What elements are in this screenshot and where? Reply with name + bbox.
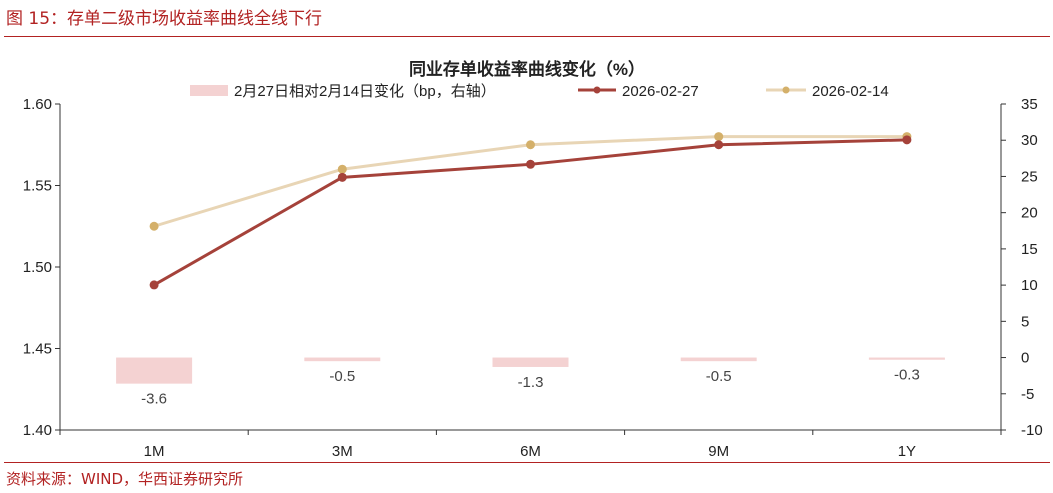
y-right-tick-label: 20 bbox=[1021, 205, 1038, 222]
x-tick-label: 6M bbox=[520, 443, 541, 460]
y-left-tick-label: 1.40 bbox=[23, 422, 52, 439]
x-tick-label: 1Y bbox=[898, 443, 916, 460]
bar-data-label: -0.5 bbox=[329, 368, 355, 385]
bar-data-label: -3.6 bbox=[141, 391, 167, 408]
y-left-tick-label: 1.55 bbox=[23, 178, 52, 195]
bar bbox=[492, 357, 569, 367]
legend-series-1-marker bbox=[593, 86, 601, 94]
bar bbox=[116, 357, 193, 384]
series-2026-02-14-point bbox=[526, 140, 535, 150]
bar-data-label: -1.3 bbox=[518, 374, 544, 391]
figure-title: 图 15：存单二级市场收益率曲线全线下行 bbox=[6, 9, 323, 29]
bar bbox=[680, 357, 757, 362]
y-left-tick-label: 1.60 bbox=[23, 96, 52, 113]
series-2026-02-27-point bbox=[714, 140, 724, 150]
y-right-tick-label: 35 bbox=[1021, 96, 1038, 113]
series-2026-02-27-point bbox=[149, 280, 159, 290]
bar bbox=[304, 357, 381, 362]
x-tick-label: 9M bbox=[708, 443, 729, 460]
legend-bar-swatch bbox=[190, 85, 228, 96]
y-right-tick-label: 25 bbox=[1021, 168, 1038, 185]
y-right-tick-label: -5 bbox=[1021, 386, 1034, 403]
y-right-tick-label: 0 bbox=[1021, 350, 1029, 367]
top-rule bbox=[4, 36, 1050, 37]
series-2026-02-27-point bbox=[902, 135, 912, 145]
x-tick-label: 3M bbox=[332, 443, 353, 460]
legend-series-1-label: 2026-02-27 bbox=[622, 83, 699, 100]
y-left-tick-label: 1.50 bbox=[23, 259, 52, 276]
series-2026-02-14-point bbox=[714, 132, 724, 142]
legend-series-2-marker bbox=[782, 86, 790, 94]
series-2026-02-14-line bbox=[153, 135, 907, 228]
bar bbox=[868, 357, 945, 360]
series-2026-02-27-point bbox=[526, 159, 535, 169]
series-2026-02-27-point bbox=[337, 172, 347, 182]
axes: 1.40 1.45 1.50 1.55 1.60 -10 -5 0 5 10 15 20 25 30 35 1… bbox=[23, 96, 1043, 460]
y-right-tick-label: 15 bbox=[1021, 241, 1038, 258]
y-right-tick-label: 5 bbox=[1021, 313, 1029, 330]
series-2026-02-14-point bbox=[337, 164, 347, 174]
bottom-rule bbox=[4, 462, 1050, 463]
legend: 2月27日相对2月14日变化（bp，右轴） 2026-02-27 2026-02… bbox=[190, 83, 889, 100]
x-tick-label: 1M bbox=[144, 443, 165, 460]
bar-data-label: -0.5 bbox=[706, 368, 732, 385]
source-note: 资料来源：WIND，华西证券研究所 bbox=[6, 470, 244, 488]
bar-series: -3.6 -0.5 -1.3 -0.5 -0.3 bbox=[116, 357, 945, 408]
legend-series-2-label: 2026-02-14 bbox=[812, 83, 889, 100]
series-2026-02-14-point bbox=[149, 221, 159, 231]
chart-title: 同业存单收益率曲线变化（%） bbox=[409, 59, 645, 79]
y-right-tick-label: 10 bbox=[1021, 277, 1038, 294]
legend-bar-label: 2月27日相对2月14日变化（bp，右轴） bbox=[234, 83, 496, 100]
y-right-tick-label: -10 bbox=[1021, 422, 1043, 439]
line-series bbox=[149, 132, 912, 290]
y-left-tick-label: 1.45 bbox=[23, 341, 52, 358]
y-right-tick-label: 30 bbox=[1021, 132, 1038, 149]
bar-data-label: -0.3 bbox=[894, 367, 920, 384]
